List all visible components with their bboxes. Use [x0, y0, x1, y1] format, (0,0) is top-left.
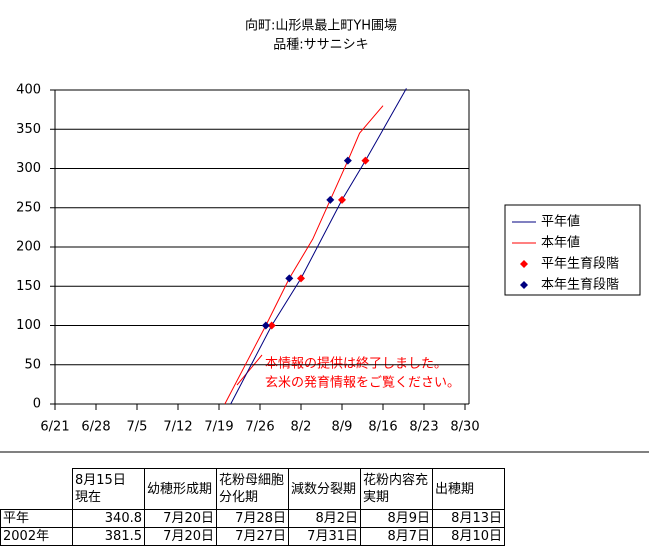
y-tick-label: 250	[16, 200, 41, 215]
table-cell: 8月13日	[432, 509, 505, 528]
x-tick-label: 7/19	[204, 420, 233, 435]
y-tick-label: 300	[16, 161, 41, 176]
table-cell: 7月20日	[144, 527, 217, 546]
header-cell: 花粉母細胞分化期	[216, 468, 289, 510]
stage-point	[338, 195, 346, 204]
table-cell: 7月27日	[216, 527, 289, 546]
header-row: 8月15日 現在 幼穂形成期 花粉母細胞分化期 減数分裂期 花粉内容充実期 出穂期	[0, 468, 505, 510]
x-tick-label: 6/21	[40, 420, 69, 435]
y-tick-label: 50	[24, 357, 41, 372]
x-tick-label: 7/12	[163, 420, 192, 435]
y-tick-label: 150	[16, 279, 41, 294]
x-tick-label: 8/30	[450, 420, 479, 435]
header-cell: 減数分裂期	[288, 468, 361, 510]
y-tick-label: 350	[16, 122, 41, 137]
legend-label: 本年生育段階	[541, 277, 619, 293]
header-cell: 花粉内容充実期	[360, 468, 433, 510]
table-cell: 7月20日	[144, 509, 217, 528]
stage-point	[297, 274, 305, 283]
table-cell: 381.5	[72, 527, 145, 546]
stage-point	[343, 156, 352, 165]
y-tick-label: 0	[33, 397, 41, 412]
data-table: 8月15日 現在 幼穂形成期 花粉母細胞分化期 減数分裂期 花粉内容充実期 出穂期 平年 340…	[0, 468, 505, 546]
annotation: 玄米の発育情報をご覧ください。	[265, 375, 460, 391]
series-line	[230, 88, 407, 405]
y-tick-label: 100	[16, 318, 41, 333]
stage-point	[267, 321, 276, 330]
chart-title: 向町:山形県最上町YH圃場	[245, 18, 397, 34]
table-row: 2002年 381.5 7月20日 7月27日 7月31日 8月7日 8月10日	[0, 527, 505, 546]
stage-point	[261, 321, 270, 330]
header-cell: 出穂期	[432, 468, 505, 510]
header-text: 減数分裂期	[291, 481, 357, 497]
legend-box	[504, 204, 641, 296]
corner-cell	[0, 468, 73, 510]
table-row: 平年 340.8 7月20日 7月28日 8月2日 8月9日 8月13日	[0, 509, 505, 528]
x-tick-label: 7/5	[127, 420, 148, 435]
series-line	[224, 105, 384, 405]
legend-marker	[520, 281, 528, 289]
table-cell: 340.8	[72, 509, 145, 528]
header-text: 出穂期	[435, 481, 475, 497]
row-label: 平年	[0, 509, 73, 528]
annotation: 本情報の提供は終了しました。	[265, 356, 447, 372]
stage-point	[285, 274, 294, 283]
header-text: 幼穂形成期	[147, 481, 213, 497]
header-text: 花粉内容充実期	[363, 473, 429, 505]
table-cell: 8月9日	[360, 509, 433, 528]
table-cell: 8月7日	[360, 527, 433, 546]
y-tick-label: 200	[16, 240, 41, 255]
header-cell: 幼穂形成期	[144, 468, 217, 510]
x-tick-label: 6/28	[81, 420, 110, 435]
legend-label: 本年値	[541, 235, 580, 251]
chart-subtitle: 品種:ササニシキ	[273, 37, 368, 53]
row-label: 2002年	[0, 527, 73, 546]
x-tick-label: 8/2	[291, 420, 312, 435]
x-tick-label: 8/16	[368, 420, 397, 435]
chart: 向町:山形県最上町YH圃場 品種:ササニシキ 本情報の提供は終了しました。 玄米…	[0, 18, 649, 453]
x-tick-label: 8/23	[409, 420, 438, 435]
y-tick-label: 400	[16, 83, 41, 98]
header-text: 現在	[75, 490, 102, 505]
header-text: 8月15日	[75, 473, 126, 488]
stage-point	[326, 195, 335, 204]
header-cell: 8月15日現在	[72, 468, 145, 510]
legend-marker	[520, 260, 528, 268]
table-cell: 7月28日	[216, 509, 289, 528]
table-cell: 8月10日	[432, 527, 505, 546]
legend-label: 平年生育段階	[541, 256, 619, 272]
stage-point	[361, 156, 370, 165]
table-cell: 8月2日	[288, 509, 361, 528]
x-tick-label: 8/9	[332, 420, 353, 435]
x-tick-label: 7/26	[245, 420, 274, 435]
header-text: 花粉母細胞分化期	[219, 473, 285, 505]
annotation-pointer	[236, 354, 263, 386]
table-cell: 7月31日	[288, 527, 361, 546]
legend-label: 平年値	[541, 214, 580, 230]
